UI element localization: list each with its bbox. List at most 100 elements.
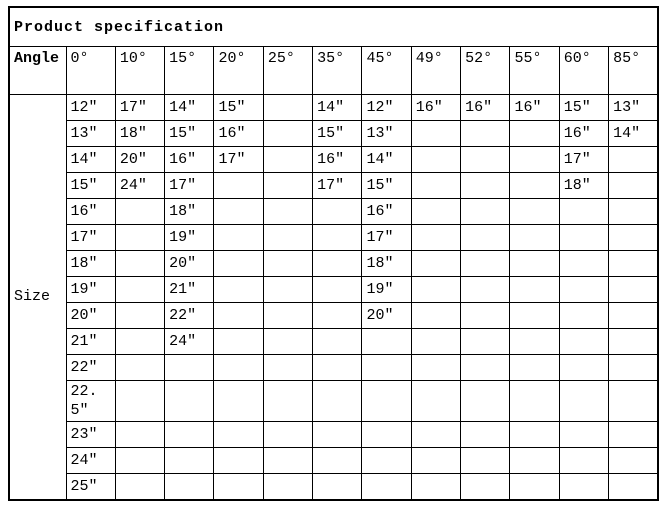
size-value-cell <box>509 172 560 199</box>
size-value-cell: 17″ <box>312 172 363 199</box>
size-value-cell <box>410 473 462 500</box>
size-value-cell <box>509 380 560 422</box>
size-value-cell <box>460 354 511 381</box>
size-value-cell: 16″ <box>164 146 215 173</box>
size-value-cell <box>114 250 166 277</box>
size-value-cell <box>114 276 166 303</box>
size-value-cell: 19″ <box>361 276 412 303</box>
size-value-cell <box>312 198 363 225</box>
size-value-cell <box>410 421 462 448</box>
size-value-cell <box>312 302 363 329</box>
size-value-cell <box>262 447 314 474</box>
size-row-header: Size <box>8 94 67 500</box>
size-value-cell: 17″ <box>558 146 610 173</box>
title-row: Product specification <box>8 6 659 47</box>
size-value-cell <box>262 198 314 225</box>
size-value-cell <box>460 473 511 500</box>
size-value-cell: 14″ <box>361 146 412 173</box>
size-value-cell: 21″ <box>164 276 215 303</box>
table-row: 20″ 22″ 20″ <box>9 302 659 329</box>
size-value-cell <box>312 328 363 355</box>
angle-column-header: 25° <box>262 46 314 95</box>
size-value-cell <box>558 421 610 448</box>
size-value-cell <box>164 380 215 422</box>
size-value-cell <box>410 447 462 474</box>
size-value-cell <box>114 224 166 251</box>
size-value-cell <box>262 380 314 422</box>
size-value-cell <box>213 328 264 355</box>
size-value-cell: 15″ <box>312 120 363 147</box>
size-value-cell: 14″ <box>312 94 363 121</box>
page-title: Product specification <box>8 6 659 47</box>
size-value-cell: 24″ <box>114 172 166 199</box>
size-value-cell <box>509 473 560 500</box>
size-value-cell <box>262 302 314 329</box>
size-value-cell <box>410 146 462 173</box>
size-value-cell <box>114 447 166 474</box>
table-row: 24″ <box>9 447 659 474</box>
size-value-cell: 13″ <box>65 120 116 147</box>
table-row: Size 12″ 17″ 14″ 15″ 14″ 12″ 16″ 16″ 16″ 15″ 13″ <box>8 94 659 500</box>
size-value-cell: 16″ <box>558 120 610 147</box>
table-row: 18″ 20″ 18″ <box>9 250 659 277</box>
size-value-cell: 16″ <box>312 146 363 173</box>
size-value-cell <box>164 473 215 500</box>
size-value-cell: 25″ <box>65 473 116 500</box>
size-value-cell <box>410 198 462 225</box>
size-value-cell <box>213 198 264 225</box>
size-value-cell: 14″ <box>65 146 116 173</box>
size-value-cell <box>558 224 610 251</box>
size-value-cell <box>509 354 560 381</box>
size-value-cell <box>608 447 659 474</box>
size-value-cell <box>262 146 314 173</box>
size-value-cell <box>213 380 264 422</box>
angle-column-header: 45° <box>361 46 412 95</box>
size-value-cell <box>262 224 314 251</box>
size-value-cell <box>114 302 166 329</box>
size-value-cell <box>361 328 412 355</box>
size-value-cell: 22″ <box>164 302 215 329</box>
size-value-cell <box>460 120 511 147</box>
size-value-cell <box>460 302 511 329</box>
size-value-cell: 17″ <box>65 224 116 251</box>
size-value-cell <box>460 146 511 173</box>
size-value-cell <box>460 380 511 422</box>
size-value-cell <box>558 250 610 277</box>
size-value-cell <box>410 172 462 199</box>
size-value-cell <box>114 421 166 448</box>
table-row: 19″ 21″ 19″ <box>9 276 659 303</box>
table-row: 22″ <box>9 354 659 381</box>
size-value-cell <box>608 250 659 277</box>
size-value-cell <box>509 224 560 251</box>
size-value-cell <box>410 302 462 329</box>
size-value-cell: 15″ <box>213 94 264 121</box>
size-value-cell <box>361 354 412 381</box>
size-value-cell: 13″ <box>608 94 659 121</box>
size-value-cell <box>558 473 610 500</box>
angle-column-header: 52° <box>460 46 511 95</box>
size-value-cell <box>608 224 659 251</box>
size-value-cell: 18″ <box>164 198 215 225</box>
size-value-cell: 18″ <box>114 120 166 147</box>
size-value-cell: 17″ <box>164 172 215 199</box>
table-row: 21″ 24″ <box>9 328 659 355</box>
size-value-cell: 16″ <box>213 120 264 147</box>
size-value-cell <box>558 328 610 355</box>
size-value-cell: 22.5″ <box>65 380 116 422</box>
table-row: 25″ <box>9 473 659 500</box>
size-value-cell <box>460 328 511 355</box>
size-value-cell <box>213 276 264 303</box>
size-value-cell <box>608 328 659 355</box>
size-value-cell: 20″ <box>361 302 412 329</box>
size-value-cell <box>608 172 659 199</box>
size-value-cell: 19″ <box>164 224 215 251</box>
size-value-cell <box>312 276 363 303</box>
size-value-cell <box>262 172 314 199</box>
size-value-cell <box>410 380 462 422</box>
size-value-cell: 21″ <box>65 328 116 355</box>
size-value-cell: 15″ <box>558 94 610 121</box>
size-value-cell <box>213 421 264 448</box>
size-value-cell <box>558 302 610 329</box>
size-value-cell <box>558 198 610 225</box>
size-value-cell: 16″ <box>509 94 560 121</box>
